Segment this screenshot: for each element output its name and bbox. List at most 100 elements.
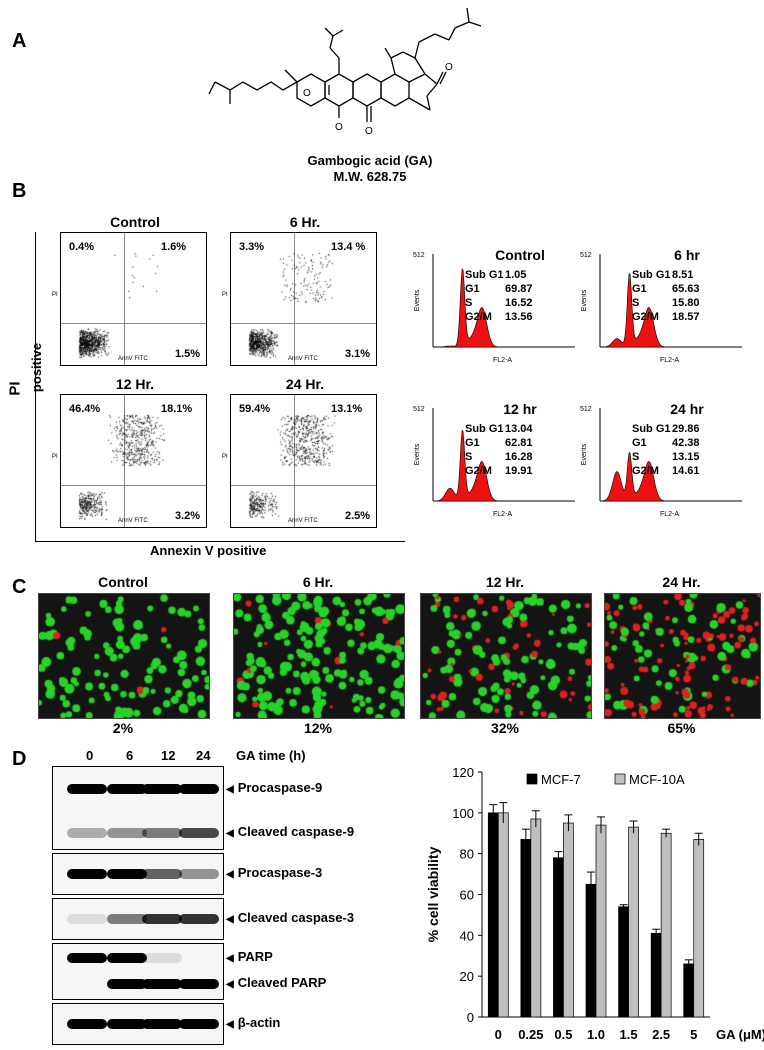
atom-o-3: O xyxy=(365,126,373,137)
annexin-axis-label: Annexin V positive xyxy=(150,543,267,558)
micro-image-0 xyxy=(38,593,210,719)
bar-mcf-7 xyxy=(650,932,662,1018)
micro-cells xyxy=(421,594,591,718)
quadrant-ur-pct: 13.4 % xyxy=(331,241,366,253)
legend-swatch xyxy=(526,773,538,785)
flow-title-1: 6 Hr. xyxy=(289,214,321,230)
flow-title-3: 24 Hr. xyxy=(285,376,325,392)
blot-band xyxy=(179,914,219,924)
quadrant-lr-pct: 3.2% xyxy=(175,510,201,522)
micro-title-0: Control xyxy=(98,574,148,590)
x-tick-label: 0.25 xyxy=(518,1027,543,1042)
pi-tick-label: PI xyxy=(52,454,58,460)
micro-pct-2: 32% xyxy=(490,720,520,736)
cc-phase-value: 29.86 xyxy=(672,423,700,435)
blot-band xyxy=(107,828,147,838)
cc-row-g1: G1 65.63 xyxy=(632,282,700,296)
cc-phase-key: Sub G1 xyxy=(465,423,504,435)
blot-label2-0: ◀ Cleaved caspase-9 xyxy=(226,824,354,839)
cc-phase-value: 14.61 xyxy=(672,465,700,477)
cc-row-subg1: Sub G129.86 xyxy=(632,422,700,436)
cc-phase-key: G2/M xyxy=(632,465,659,477)
flow-dots xyxy=(231,395,376,527)
micro-image-2 xyxy=(420,593,592,719)
cc-phase-key: G2/M xyxy=(632,311,659,323)
compound-name: Gambogic acid (GA) xyxy=(307,153,433,168)
bar-mcf-10a xyxy=(497,812,509,1018)
micro-cells xyxy=(234,594,404,718)
cc-ymax: 512 xyxy=(413,252,425,259)
cc-phase-key: G1 xyxy=(632,283,647,295)
blot-strip-1 xyxy=(52,853,224,895)
time-caption: GA time (h) xyxy=(236,748,306,763)
cc-phase-value: 13.15 xyxy=(672,451,700,463)
cc-values-2: Sub G113.04 G1 62.81 S 16.28 G2/M 19.91 xyxy=(465,422,533,478)
flow-dots xyxy=(231,233,376,365)
blot-label-text: Cleaved caspase-3 xyxy=(237,910,355,925)
pi-axis-label: PI xyxy=(6,381,24,396)
micro-cells xyxy=(605,594,760,718)
cc-phase-key: Sub G1 xyxy=(632,423,671,435)
quadrant-ul-pct: 59.4% xyxy=(239,403,271,415)
cc-row-subg1: Sub G11.05 xyxy=(465,268,533,282)
blot-strip-3 xyxy=(52,943,224,1000)
panel-b-frame xyxy=(35,232,36,542)
bar-mcf-10a xyxy=(693,839,705,1018)
cc-phase-value: 19.91 xyxy=(505,465,533,477)
flow-dots xyxy=(61,233,206,365)
flow-plot-1: 3.3% 13.4 % 3.1% xyxy=(230,232,377,366)
blot-label-text: Procaspase-9 xyxy=(237,780,323,795)
cc-title-2: 12 hr xyxy=(503,401,537,417)
blot-band xyxy=(142,914,182,924)
blot-band xyxy=(107,784,147,794)
blot-label-text: Procaspase-3 xyxy=(237,865,323,880)
time-label-0: 0 xyxy=(86,748,94,763)
gambogic-acid-structure: O O O O xyxy=(208,7,482,137)
blot-band xyxy=(142,979,182,989)
bar-mcf-10a xyxy=(595,824,607,1018)
x-tick-label: 0 xyxy=(495,1027,502,1042)
quadrant-ul-pct: 3.3% xyxy=(239,241,265,253)
time-label-12: 12 xyxy=(161,748,176,763)
bar-mcf-10a xyxy=(660,832,672,1018)
legend-swatch xyxy=(614,773,626,785)
cell-cycle-histogram-2 xyxy=(432,408,575,502)
cc-phase-value: 15.80 xyxy=(672,297,700,309)
cc-row-g1: G1 69.87 xyxy=(465,282,533,296)
cc-phase-key: S xyxy=(632,297,640,309)
pi-positive-label: positive xyxy=(29,342,45,393)
arrow-left-icon: ◀ xyxy=(226,784,234,795)
micro-pct-3: 65% xyxy=(667,720,696,736)
arrow-left-icon: ◀ xyxy=(226,979,234,990)
panel-b-frame-bottom xyxy=(35,541,405,542)
y-tick-label: 20 xyxy=(460,969,474,984)
cc-phase-key: S xyxy=(632,451,640,463)
cc-xlabel: FL2-A xyxy=(493,357,513,364)
blot-band xyxy=(179,784,219,794)
annexin-tick-label: AnnV FITC xyxy=(288,518,318,524)
legend-label: MCF-10A xyxy=(629,772,685,787)
cc-row-s: S 15.80 xyxy=(632,296,700,310)
blot-band xyxy=(179,979,219,989)
time-label-6: 6 xyxy=(126,748,134,763)
cc-values-1: Sub G18.51 G1 65.63 S 15.80 G2/M 18.57 xyxy=(632,268,700,324)
cc-title-0: Control xyxy=(495,247,545,263)
cc-title-1: 6 hr xyxy=(674,247,700,263)
y-tick-label: 120 xyxy=(452,765,474,780)
cc-row-g2m: G2/M 18.57 xyxy=(632,310,700,324)
blot-band xyxy=(67,784,107,794)
arrow-left-icon: ◀ xyxy=(226,914,234,925)
cc-row-s: S 13.15 xyxy=(632,450,700,464)
pi-tick-label: PI xyxy=(222,292,228,298)
flow-title-0: Control xyxy=(110,214,160,230)
blot-label-3: ◀ PARP xyxy=(226,949,273,964)
blot-band xyxy=(107,914,147,924)
cc-row-g2m: G2/M 13.56 xyxy=(465,310,533,324)
x-tick-label: 0.5 xyxy=(554,1027,572,1042)
cc-phase-value: 13.04 xyxy=(505,423,533,435)
x-tick-label: 1.5 xyxy=(620,1027,638,1042)
blot-label-text: Cleaved caspase-9 xyxy=(237,824,355,839)
atom-o-4: O xyxy=(445,62,453,73)
histogram-fill xyxy=(434,429,560,502)
quadrant-ul-pct: 46.4% xyxy=(69,403,101,415)
